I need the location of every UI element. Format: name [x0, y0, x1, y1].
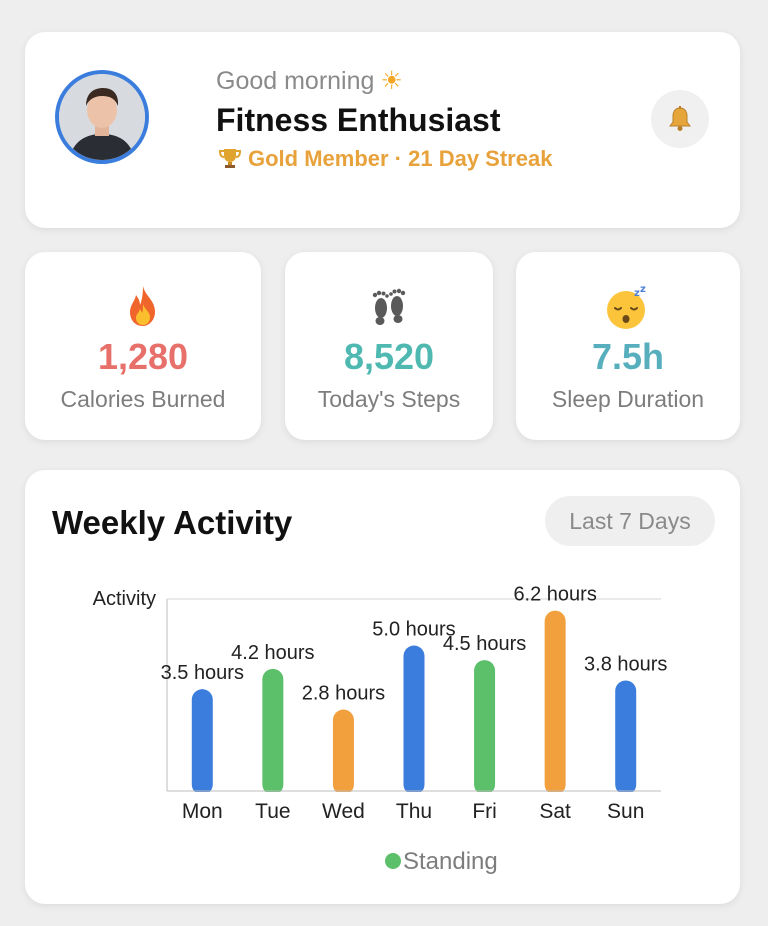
sleep-card[interactable]: z z 7.5h Sleep Duration — [516, 252, 740, 440]
data-label-mon: 3.5 hours — [161, 662, 244, 684]
membership-status: Gold Member · 21 Day Streak — [218, 146, 552, 172]
tick-label-sat: Sat — [539, 800, 571, 823]
tick-label-mon: Mon — [182, 800, 223, 823]
sleep-label: Sleep Duration — [551, 386, 705, 412]
steps-value: 8,520 — [343, 336, 435, 377]
greeting: Good morning ☀ — [216, 66, 403, 96]
avatar[interactable] — [55, 70, 149, 164]
sun-icon: ☀ — [380, 67, 403, 95]
data-label-sun: 3.8 hours — [584, 653, 667, 675]
activity-bar-chart: Activity 3.5 hours Mon 4.2 hours Tue 2.8 hour… — [93, 584, 668, 875]
data-label-wed: 2.8 hours — [302, 683, 385, 705]
bar-mon — [191, 689, 213, 795]
fire-icon — [25, 284, 261, 330]
steps-card[interactable]: 8,520 Today's Steps — [285, 252, 493, 440]
tick-label-tue: Tue — [255, 800, 290, 823]
data-label-fri: 4.5 hours — [443, 633, 526, 655]
footprints-icon — [285, 284, 493, 330]
calories-label: Calories Burned — [60, 386, 226, 412]
user-name: Fitness Enthusiast — [216, 102, 501, 138]
legend-label: Standing — [403, 848, 498, 875]
tick-label-wed: Wed — [322, 800, 365, 823]
steps-label: Today's Steps — [317, 386, 461, 412]
bell-icon — [669, 106, 691, 131]
weekly-title: Weekly Activity — [52, 504, 293, 541]
sleeping-face-icon: z z — [516, 284, 740, 330]
legend-swatch — [385, 853, 401, 869]
sleep-value: 7.5h — [591, 336, 665, 377]
weekly-activity-card: Weekly Activity Last 7 Days Activity 3.5 … — [25, 470, 740, 904]
data-label-thu: 5.0 hours — [372, 619, 455, 641]
bar-tue — [262, 668, 284, 795]
tick-label-sun: Sun — [607, 800, 644, 823]
notification-button[interactable] — [651, 90, 709, 148]
bar-sun — [615, 680, 637, 795]
bar-thu — [403, 645, 425, 795]
bar-sat — [544, 610, 566, 795]
bar-fri — [474, 660, 496, 795]
bar-wed — [332, 709, 354, 795]
calories-card[interactable]: 1,280 Calories Burned — [25, 252, 261, 440]
membership-text: Gold Member · 21 Day Streak — [248, 146, 553, 171]
tick-label-fri: Fri — [472, 800, 497, 823]
y-axis-label: Activity — [93, 588, 156, 610]
greeting-text: Good morning — [216, 67, 375, 95]
tick-label-thu: Thu — [396, 800, 432, 823]
svg-text:z: z — [634, 288, 640, 299]
data-label-sat: 6.2 hours — [513, 584, 596, 606]
avatar-portrait-icon — [59, 74, 145, 160]
svg-text:z: z — [640, 284, 646, 295]
calories-value: 1,280 — [97, 336, 189, 377]
profile-card: Good morning ☀ Fitness Enthusiast Gold Me… — [25, 32, 740, 228]
trophy-icon — [218, 149, 242, 168]
range-selector[interactable]: Last 7 Days — [545, 496, 715, 546]
data-label-tue: 4.2 hours — [231, 642, 314, 664]
axis-mask — [165, 792, 663, 798]
